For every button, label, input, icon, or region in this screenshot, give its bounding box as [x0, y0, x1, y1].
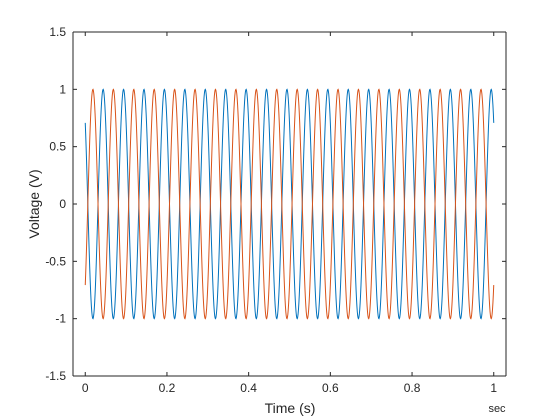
- y-tick-label: -1.5: [45, 369, 66, 383]
- y-tick-label: -1: [55, 312, 66, 326]
- y-axis-label: Voltage (V): [26, 169, 42, 238]
- y-tick-label: 0: [59, 197, 66, 211]
- series-line-2: [84, 88, 495, 320]
- x-axis-label: Time (s): [265, 400, 316, 416]
- plot-area: [73, 32, 506, 376]
- y-tick-label: 1.5: [49, 25, 66, 39]
- x-tick-label: 0.8: [404, 381, 421, 395]
- x-tick-label: 0.4: [240, 381, 257, 395]
- x-unit-label: sec: [488, 403, 506, 415]
- y-tick-label: -0.5: [45, 254, 66, 268]
- x-tick-label: 0: [82, 381, 89, 395]
- series-line-1: [84, 88, 495, 320]
- series-layer: [84, 88, 495, 320]
- y-ticks: -1.5 -1 -0.5 0 0.5 1 1.5: [45, 25, 506, 383]
- y-tick-label: 0.5: [49, 140, 66, 154]
- x-ticks: 0 0.2 0.4 0.6 0.8 1: [82, 32, 497, 395]
- x-tick-label: 0.6: [322, 381, 339, 395]
- x-tick-label: 0.2: [159, 381, 176, 395]
- x-tick-label: 1: [490, 381, 497, 395]
- y-tick-label: 1: [59, 82, 66, 96]
